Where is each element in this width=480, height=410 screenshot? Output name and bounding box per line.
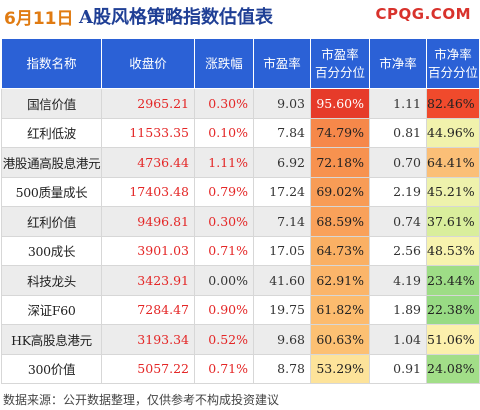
cell-close: 11533.35 xyxy=(101,117,195,148)
page-title: A股风格策略指数估值表 xyxy=(79,7,273,28)
cell-pe: 9.68 xyxy=(253,324,311,355)
cell-index-name: 红利价值 xyxy=(1,206,102,237)
cell-pb: 0.70 xyxy=(369,147,427,178)
cell-pb: 2.19 xyxy=(369,176,427,207)
cell-index-name: 国信价值 xyxy=(1,88,102,119)
cell-pb-percentile: 22.38% xyxy=(426,294,480,325)
cell-pb: 2.56 xyxy=(369,235,427,266)
cell-pb-percentile: 48.53% xyxy=(426,235,480,266)
cell-close: 3901.03 xyxy=(101,235,195,266)
cell-pb: 0.91 xyxy=(369,353,427,384)
date-label: 6月11日 xyxy=(4,9,74,29)
cell-pb-percentile: 37.61% xyxy=(426,206,480,237)
cell-index-name: 港股通高股息港元 xyxy=(1,147,102,178)
cell-pe: 41.60 xyxy=(253,265,311,296)
cell-close: 4736.44 xyxy=(101,147,195,178)
cell-pe: 19.75 xyxy=(253,294,311,325)
cell-index-name: HK高股息港元 xyxy=(1,324,102,355)
footer-note: 数据来源：公开数据整理，仅供参考不构成投资建议 xyxy=(3,393,280,407)
table-header-row: 指数名称 收盘价 涨跌幅 市盈率 市盈率 百分分位 市净率 市净率 百分分位 xyxy=(1,38,480,89)
cell-pe: 7.14 xyxy=(253,206,311,237)
cell-pe-percentile: 53.29% xyxy=(310,353,370,384)
cell-pb: 1.04 xyxy=(369,324,427,355)
header-close[interactable]: 收盘价 xyxy=(101,38,195,89)
cell-pe: 17.05 xyxy=(253,235,311,266)
cell-pb: 1.11 xyxy=(369,88,427,119)
cell-pe-percentile: 60.63% xyxy=(310,324,370,355)
cell-pe-percentile: 74.79% xyxy=(310,117,370,148)
cell-index-name: 500质量成长 xyxy=(1,176,102,207)
header-pb-percentile[interactable]: 市净率 百分分位 xyxy=(426,38,480,89)
table-row[interactable]: 国信价值 2965.21 0.30% 9.03 95.60% 1.11 82.46% xyxy=(1,88,480,119)
cell-pb-percentile: 24.08% xyxy=(426,353,480,384)
table-row[interactable]: 红利低波 11533.35 0.10% 7.84 74.79% 0.81 44.96% xyxy=(1,117,480,148)
header-pe[interactable]: 市盈率 xyxy=(253,38,311,89)
cell-pb: 1.89 xyxy=(369,294,427,325)
cell-change: 0.00% xyxy=(194,265,254,296)
cell-change: 0.10% xyxy=(194,117,254,148)
cell-change: 0.90% xyxy=(194,294,254,325)
cell-close: 3423.91 xyxy=(101,265,195,296)
header: 6月11日 A股风格策略指数估值表 CPQG.COM xyxy=(0,0,480,36)
cell-pb-percentile: 64.41% xyxy=(426,147,480,178)
cell-pe-percentile: 61.82% xyxy=(310,294,370,325)
cell-close: 2965.21 xyxy=(101,88,195,119)
cell-close: 9496.81 xyxy=(101,206,195,237)
cell-change: 0.71% xyxy=(194,353,254,384)
table-row[interactable]: 500质量成长 17403.48 0.79% 17.24 69.02% 2.19 45.21… xyxy=(1,176,480,207)
cell-change: 1.11% xyxy=(194,147,254,178)
table-row[interactable]: 科技龙头 3423.91 0.00% 41.60 62.91% 4.19 23.44% xyxy=(1,265,480,296)
table-row[interactable]: 港股通高股息港元 4736.44 1.11% 6.92 72.18% 0.70 64.41% xyxy=(1,147,480,178)
cell-pe: 9.03 xyxy=(253,88,311,119)
header-pb[interactable]: 市净率 xyxy=(369,38,427,89)
header-change[interactable]: 涨跌幅 xyxy=(194,38,254,89)
cell-pb-percentile: 23.44% xyxy=(426,265,480,296)
cell-pe: 8.78 xyxy=(253,353,311,384)
table-row[interactable]: HK高股息港元 3193.34 0.52% 9.68 60.63% 1.04 51.06% xyxy=(1,324,480,355)
cell-pe-percentile: 64.73% xyxy=(310,235,370,266)
cell-change: 0.52% xyxy=(194,324,254,355)
cell-change: 0.79% xyxy=(194,176,254,207)
cell-pe-percentile: 62.91% xyxy=(310,265,370,296)
cell-change: 0.30% xyxy=(194,206,254,237)
cell-index-name: 科技龙头 xyxy=(1,265,102,296)
cell-pe-percentile: 72.18% xyxy=(310,147,370,178)
cell-close: 3193.34 xyxy=(101,324,195,355)
cell-close: 5057.22 xyxy=(101,353,195,384)
cell-pb-percentile: 45.21% xyxy=(426,176,480,207)
cell-index-name: 红利低波 xyxy=(1,117,102,148)
cell-pe: 7.84 xyxy=(253,117,311,148)
cell-change: 0.71% xyxy=(194,235,254,266)
cell-pe: 17.24 xyxy=(253,176,311,207)
cell-change: 0.30% xyxy=(194,88,254,119)
cell-pb: 4.19 xyxy=(369,265,427,296)
brand-logo: CPQG.COM xyxy=(375,5,471,23)
cell-pb-percentile: 44.96% xyxy=(426,117,480,148)
cell-index-name: 深证F60 xyxy=(1,294,102,325)
cell-close: 17403.48 xyxy=(101,176,195,207)
cell-pb-percentile: 51.06% xyxy=(426,324,480,355)
cell-index-name: 300成长 xyxy=(1,235,102,266)
cell-index-name: 300价值 xyxy=(1,353,102,384)
cell-pb-percentile: 82.46% xyxy=(426,88,480,119)
cell-close: 7284.47 xyxy=(101,294,195,325)
header-pe-percentile[interactable]: 市盈率 百分分位 xyxy=(310,38,370,89)
table-row[interactable]: 红利价值 9496.81 0.30% 7.14 68.59% 0.74 37.61% xyxy=(1,206,480,237)
valuation-table: 指数名称 收盘价 涨跌幅 市盈率 市盈率 百分分位 市净率 市净率 百分分位 国信价值 2965.… xyxy=(1,38,480,384)
table-row[interactable]: 300成长 3901.03 0.71% 17.05 64.73% 2.56 48.53% xyxy=(1,235,480,266)
cell-pe-percentile: 95.60% xyxy=(310,88,370,119)
table-row[interactable]: 深证F60 7284.47 0.90% 19.75 61.82% 1.89 22.38% xyxy=(1,294,480,325)
cell-pe: 6.92 xyxy=(253,147,311,178)
table-row[interactable]: 300价值 5057.22 0.71% 8.78 53.29% 0.91 24.08% xyxy=(1,353,480,384)
cell-pb: 0.74 xyxy=(369,206,427,237)
cell-pe-percentile: 68.59% xyxy=(310,206,370,237)
header-index-name[interactable]: 指数名称 xyxy=(1,38,102,89)
cell-pe-percentile: 69.02% xyxy=(310,176,370,207)
table-body: 国信价值 2965.21 0.30% 9.03 95.60% 1.11 82.46% 红利低波… xyxy=(1,88,480,384)
cell-pb: 0.81 xyxy=(369,117,427,148)
